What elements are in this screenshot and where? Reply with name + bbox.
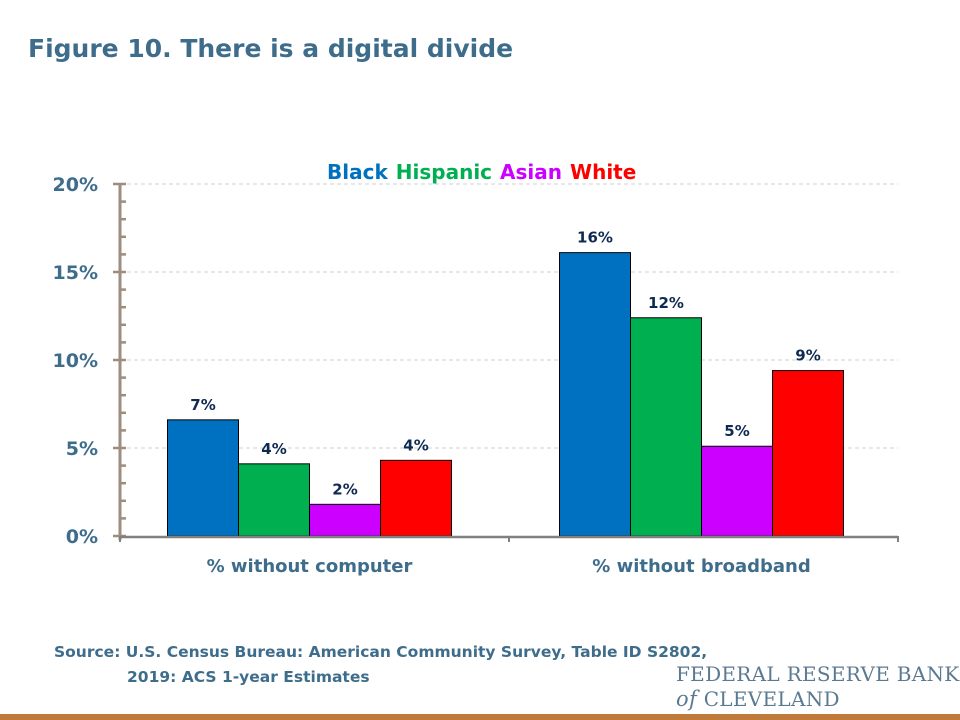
data-label: 5% — [724, 422, 749, 440]
logo: FEDERAL RESERVE BANK of CLEVELAND — [676, 662, 960, 712]
legend-asian: Asian — [500, 160, 562, 184]
data-label: 4% — [403, 436, 428, 454]
data-label: 7% — [190, 396, 215, 414]
legend-white: White — [570, 160, 636, 184]
bar-asian — [309, 503, 381, 537]
source-line-1: Source: U.S. Census Bureau: American Com… — [54, 643, 708, 661]
y-tick-label: 10% — [53, 350, 98, 372]
logo-line-2: CLEVELAND — [703, 687, 840, 711]
data-label: 9% — [795, 347, 820, 365]
chart-title: Figure 10. There is a digital divide — [28, 34, 514, 63]
y-tick-label: 15% — [53, 262, 98, 284]
bar-white — [380, 459, 452, 537]
x-category-label: % without broadband — [592, 556, 810, 577]
bottom-accent-bar — [0, 714, 960, 720]
bar-black — [559, 252, 631, 537]
data-label: 12% — [648, 294, 684, 312]
y-tick-label: 5% — [66, 438, 98, 460]
y-tick-label: 0% — [66, 526, 98, 548]
logo-line-1: FEDERAL RESERVE BANK — [676, 662, 960, 686]
data-label: 4% — [261, 440, 286, 458]
data-label: 2% — [332, 480, 357, 498]
bar-hispanic — [238, 463, 310, 537]
source-note: Source: U.S. Census Bureau: American Com… — [54, 640, 707, 690]
bar-white — [772, 370, 844, 537]
bar-hispanic — [630, 317, 702, 537]
y-tick-label: 20% — [53, 174, 98, 196]
legend-hispanic: Hispanic — [396, 160, 492, 184]
bar-black — [167, 419, 239, 537]
source-line-2: 2019: ACS 1-year Estimates — [127, 668, 370, 686]
x-category-label: % without computer — [207, 556, 413, 577]
logo-of: of — [676, 687, 698, 711]
legend-black: Black — [327, 160, 388, 184]
bar-asian — [701, 445, 773, 537]
data-label: 16% — [577, 229, 613, 247]
